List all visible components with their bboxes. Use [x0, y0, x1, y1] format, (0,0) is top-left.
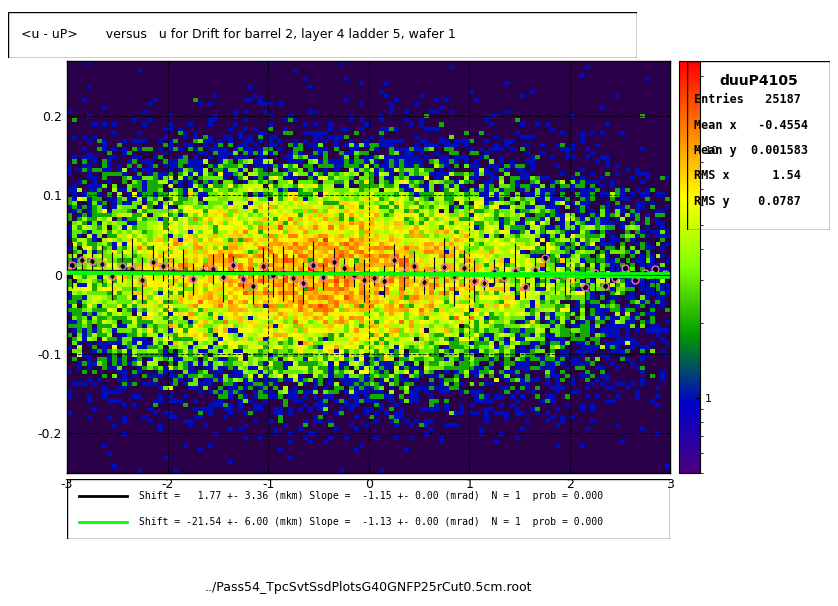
Text: RMS y    0.0787: RMS y 0.0787	[694, 195, 801, 208]
Text: Shift =   1.77 +- 3.36 (mkm) Slope =  -1.15 +- 0.00 (mrad)  N = 1  prob = 0.000: Shift = 1.77 +- 3.36 (mkm) Slope = -1.15…	[139, 491, 603, 501]
Text: ../Pass54_TpcSvtSsdPlotsG40GNFP25rCut0.5cm.root: ../Pass54_TpcSvtSsdPlotsG40GNFP25rCut0.5…	[205, 581, 532, 594]
Text: Entries   25187: Entries 25187	[694, 93, 801, 106]
Text: RMS x      1.54: RMS x 1.54	[694, 170, 801, 182]
Text: Shift = -21.54 +- 6.00 (mkm) Slope =  -1.13 +- 0.00 (mrad)  N = 1  prob = 0.000: Shift = -21.54 +- 6.00 (mkm) Slope = -1.…	[139, 518, 603, 527]
Text: Mean y  0.001583: Mean y 0.001583	[694, 144, 809, 157]
Text: <u - uP>       versus   u for Drift for barrel 2, layer 4 ladder 5, wafer 1: <u - uP> versus u for Drift for barrel 2…	[21, 28, 456, 41]
Text: Mean x   -0.4554: Mean x -0.4554	[694, 119, 809, 132]
Text: duuP4105: duuP4105	[719, 74, 798, 88]
